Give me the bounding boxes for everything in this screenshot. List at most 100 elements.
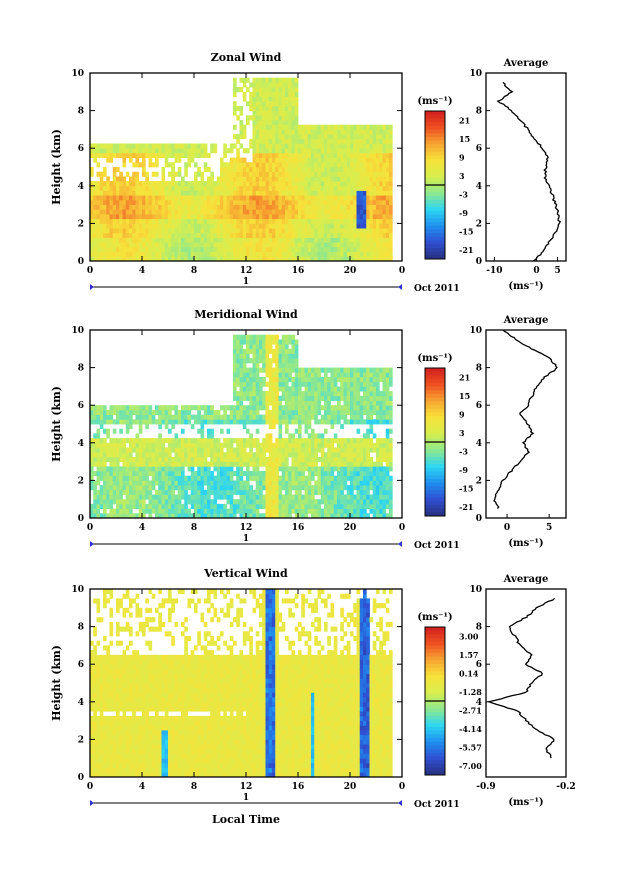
average-x-tick-label: 0 [504, 523, 510, 533]
colorbar-segment [425, 423, 445, 428]
x-tick-label: 0 [399, 266, 405, 276]
panel-title: Meridional Wind [194, 308, 298, 321]
average-y-tick-label: 2 [476, 476, 482, 486]
heatmap-cells [90, 334, 393, 519]
date-axis-end [398, 284, 402, 290]
heatmap-cells [90, 589, 393, 778]
x-tick-label: 16 [292, 523, 305, 533]
colorbar-segment [425, 671, 445, 676]
x-tick-label: 0 [87, 523, 93, 533]
colorbar-segment [425, 471, 445, 476]
colorbar-segment [425, 734, 445, 739]
y-tick-label: 8 [78, 364, 84, 374]
average-x-tick-label: 5 [554, 266, 560, 276]
average-x-label: (ms⁻¹) [508, 538, 543, 549]
x-tick-label: 12 [240, 523, 253, 533]
colorbar-segment [425, 412, 445, 417]
date-marker: 1 [243, 793, 249, 803]
colorbar-tick-label: 9 [459, 409, 465, 419]
colorbar-segment [425, 236, 445, 241]
colorbar-segment [425, 689, 445, 695]
colorbar-segment [425, 504, 445, 510]
colorbar-segment [425, 760, 445, 765]
date-label: Oct 2011 [414, 541, 460, 551]
colorbar-segment [425, 140, 445, 145]
colorbar-segment [425, 244, 445, 249]
y-axis-label: Height (km) [50, 129, 63, 205]
y-tick-label: 2 [78, 219, 84, 229]
colorbar-tick-label: -7.00 [459, 761, 482, 771]
colorbar-segment [425, 726, 445, 732]
x-tick-label: 8 [191, 782, 197, 792]
x-tick-label: 20 [344, 523, 357, 533]
colorbar-segment [425, 192, 445, 197]
colorbar-segment [425, 460, 445, 465]
colorbar-segment [425, 125, 445, 130]
colorbar-segment [425, 456, 445, 461]
average-y-tick-label: 8 [476, 107, 482, 117]
colorbar-segment [425, 475, 445, 480]
colorbar-segment [425, 222, 445, 227]
x-tick-label: 12 [240, 266, 253, 276]
panel-title: Vertical Wind [203, 567, 288, 580]
colorbar-segment [425, 652, 445, 658]
colorbar-unit: (ms⁻¹) [417, 353, 452, 364]
x-tick-label: 0 [399, 782, 405, 792]
x-tick-label: 20 [344, 266, 357, 276]
colorbar-segment [425, 177, 445, 182]
colorbar-tick-label: 3.00 [459, 631, 479, 641]
y-tick-label: 10 [71, 585, 84, 595]
colorbar-segment [425, 627, 445, 632]
colorbar-segment [425, 188, 445, 193]
colorbar-tick-label: -9 [459, 208, 468, 218]
average-y-tick-label: 4 [476, 182, 482, 192]
colorbar-segment [425, 368, 445, 373]
colorbar-segment [425, 479, 445, 484]
colorbar-segment [425, 667, 445, 672]
average-frame [485, 329, 567, 519]
colorbar-segment [425, 752, 445, 757]
colorbar-tick-label: -3 [459, 446, 468, 456]
colorbar-segment [425, 419, 445, 424]
y-tick-label: 0 [78, 257, 84, 267]
average-y-tick-label: 8 [476, 623, 482, 633]
colorbar-segment [425, 408, 445, 413]
date-axis-start [90, 541, 94, 547]
colorbar-segment [425, 464, 445, 469]
colorbar-segment [425, 715, 445, 720]
colorbar-segment [425, 170, 445, 175]
colorbar-segment [425, 763, 445, 769]
x-tick-label: 20 [344, 782, 357, 792]
x-tick-label: 12 [240, 782, 253, 792]
colorbar-segment [425, 118, 445, 123]
colorbar-segment [425, 638, 445, 643]
colorbar-segment [425, 641, 445, 646]
colorbar-segment [425, 401, 445, 406]
colorbar-tick-label: 0.14 [459, 668, 479, 678]
y-tick-label: 4 [78, 182, 84, 192]
colorbar-segment [425, 749, 445, 754]
average-title: Average [503, 58, 549, 69]
colorbar-segment [425, 678, 445, 683]
x-tick-label: 0 [399, 523, 405, 533]
colorbar-segment [425, 693, 445, 698]
average-y-tick-label: 6 [476, 401, 482, 411]
heatmap-cells [90, 77, 393, 262]
date-axis-end [398, 800, 402, 806]
colorbar-segment [425, 114, 445, 119]
colorbar-segment [425, 704, 445, 709]
colorbar-segment [425, 144, 445, 149]
colorbar-segment [425, 660, 445, 665]
y-tick-label: 0 [78, 773, 84, 783]
x-tick-label: 4 [139, 782, 145, 792]
y-tick-label: 10 [71, 326, 84, 336]
colorbar-segment [425, 148, 445, 153]
average-y-tick-label: 4 [476, 439, 482, 449]
average-y-tick-label: 2 [476, 219, 482, 229]
average-x-tick-label: -0.2 [556, 782, 575, 792]
colorbar-tick-label: -21 [459, 502, 473, 512]
colorbar-segment [425, 173, 445, 179]
